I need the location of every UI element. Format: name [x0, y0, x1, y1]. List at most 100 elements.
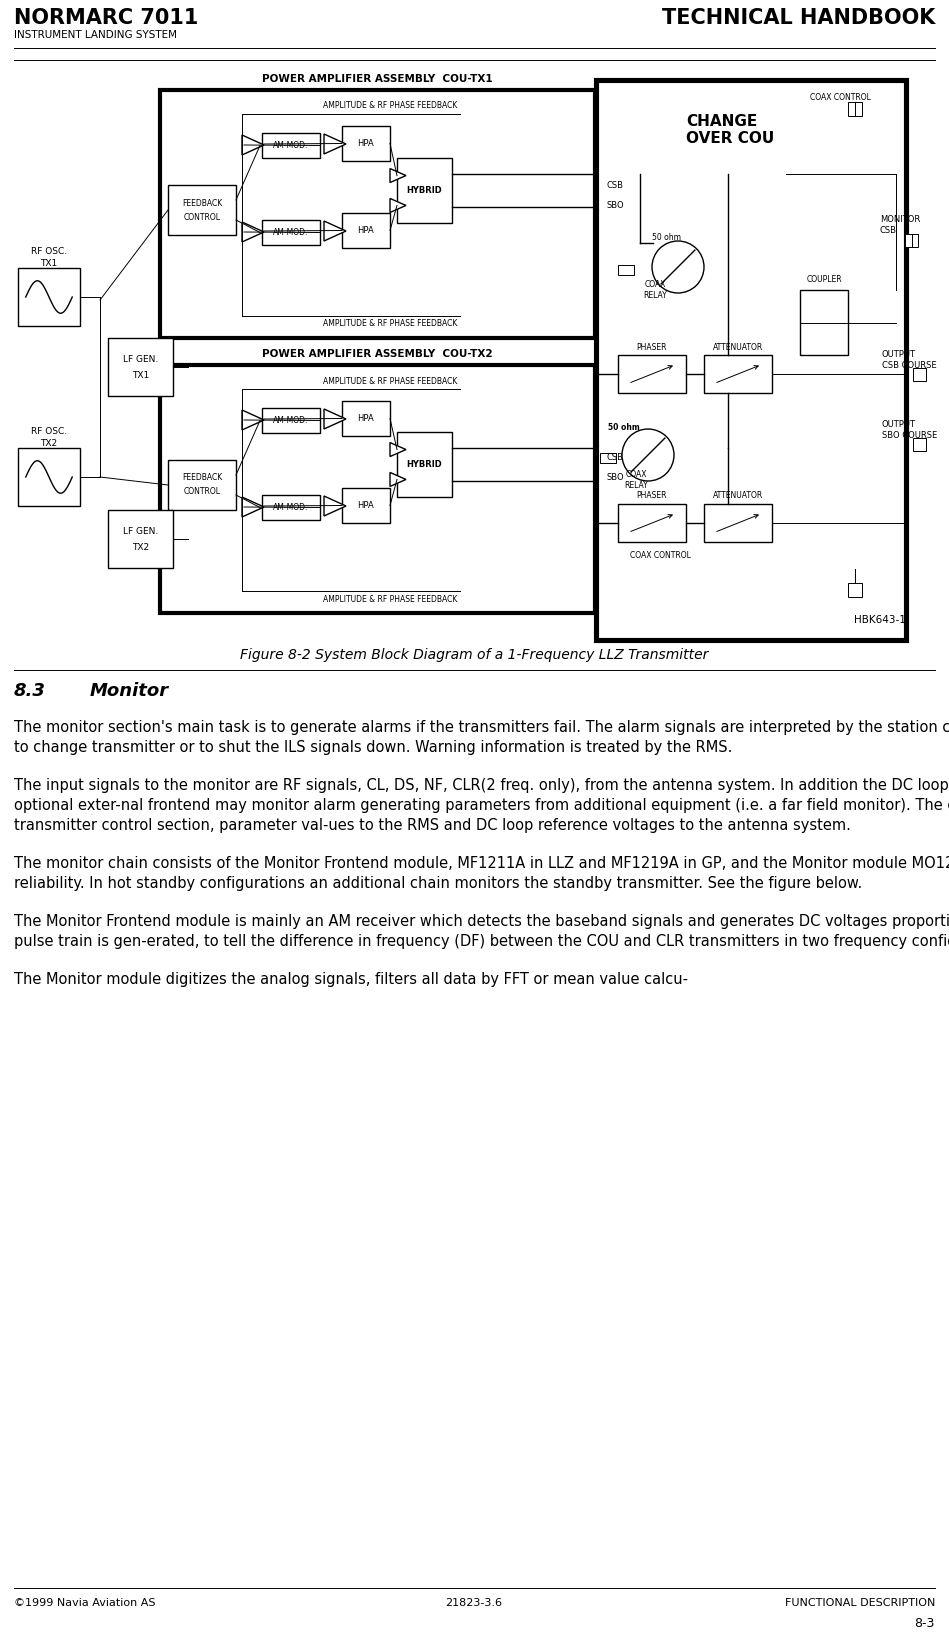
Polygon shape [390, 442, 406, 457]
Text: AM-MOD.: AM-MOD. [273, 503, 308, 512]
Text: INSTRUMENT LANDING SYSTEM: INSTRUMENT LANDING SYSTEM [14, 29, 177, 41]
Bar [262, 494, 320, 521]
Text: The Monitor Frontend module is mainly an AM receiver which detects the baseband : The Monitor Frontend module is mainly an… [14, 914, 949, 929]
Bar [342, 214, 390, 248]
Polygon shape [242, 498, 264, 517]
Text: NORMARC 7011: NORMARC 7011 [14, 8, 198, 28]
Text: ©1999 Navia Aviation AS: ©1999 Navia Aviation AS [14, 1598, 156, 1608]
Text: PHASER: PHASER [637, 343, 667, 351]
Text: AMPLITUDE & RF PHASE FEEDBACK: AMPLITUDE & RF PHASE FEEDBACK [323, 101, 457, 111]
Polygon shape [324, 410, 346, 429]
Text: COUPLER: COUPLER [807, 276, 842, 284]
Text: The input signals to the monitor are RF signals, CL, DS, NF, CLR(2 freq. only), : The input signals to the monitor are RF … [14, 778, 949, 793]
Bar [342, 401, 390, 436]
Polygon shape [324, 496, 346, 516]
Bar [262, 132, 320, 158]
Text: RF OSC.: RF OSC. [31, 428, 67, 436]
Text: TX2: TX2 [132, 542, 149, 552]
Text: TX1: TX1 [132, 370, 149, 380]
Text: reliability. In hot standby configurations an additional chain monitors the stan: reliability. In hot standby configuratio… [14, 876, 863, 891]
Bar [800, 290, 848, 356]
Bar [905, 233, 918, 246]
Text: COAX
RELAY: COAX RELAY [624, 470, 648, 490]
Text: COAX CONTROL: COAX CONTROL [810, 93, 871, 103]
Text: AMPLITUDE & RF PHASE FEEDBACK: AMPLITUDE & RF PHASE FEEDBACK [323, 377, 457, 385]
Bar [618, 264, 634, 276]
Polygon shape [390, 472, 406, 486]
Text: 21823-3.6: 21823-3.6 [445, 1598, 503, 1608]
Text: LF GEN.: LF GEN. [122, 354, 158, 364]
Text: The monitor section's main task is to generate alarms if the transmitters fail. : The monitor section's main task is to ge… [14, 720, 949, 734]
Bar [18, 449, 80, 506]
Text: MONITOR
CSB: MONITOR CSB [880, 215, 921, 235]
Circle shape [652, 242, 704, 294]
Text: AMPLITUDE & RF PHASE FEEDBACK: AMPLITUDE & RF PHASE FEEDBACK [323, 320, 457, 328]
Bar [596, 80, 906, 640]
Text: RF OSC.: RF OSC. [31, 248, 67, 256]
Text: POWER AMPLIFIER ASSEMBLY  COU-TX2: POWER AMPLIFIER ASSEMBLY COU-TX2 [262, 349, 493, 359]
Text: AM-MOD.: AM-MOD. [273, 416, 308, 424]
Polygon shape [242, 135, 264, 155]
Text: HPA: HPA [358, 225, 374, 235]
Bar [397, 432, 452, 498]
Bar [618, 356, 686, 393]
Bar [848, 101, 862, 116]
Text: ATTENUATOR: ATTENUATOR [713, 343, 763, 351]
Text: FEEDBACK: FEEDBACK [182, 473, 222, 483]
Text: LF GEN.: LF GEN. [122, 527, 158, 535]
Bar [262, 220, 320, 245]
Bar [342, 488, 390, 522]
Text: 50 ohm: 50 ohm [652, 233, 681, 243]
Text: Figure 8-2 System Block Diagram of a 1-Frequency LLZ Transmitter: Figure 8-2 System Block Diagram of a 1-F… [240, 648, 708, 663]
Polygon shape [242, 410, 264, 429]
Text: AM-MOD.: AM-MOD. [273, 228, 308, 237]
Text: optional exter-nal frontend may monitor alarm generating parameters from additio: optional exter-nal frontend may monitor … [14, 798, 949, 813]
Text: Monitor: Monitor [90, 682, 169, 700]
Bar [848, 583, 862, 597]
Text: 8-3: 8-3 [915, 1617, 935, 1630]
Bar [600, 454, 616, 463]
Text: CSB: CSB [607, 181, 624, 191]
Text: FEEDBACK: FEEDBACK [182, 199, 222, 207]
Text: TX1: TX1 [41, 258, 58, 268]
Text: CONTROL: CONTROL [183, 212, 220, 222]
Bar [913, 367, 926, 380]
Text: SBO: SBO [607, 473, 624, 481]
Text: OUTPUT
SBO COURSE: OUTPUT SBO COURSE [882, 421, 938, 439]
Polygon shape [324, 134, 346, 153]
Text: AM-MOD.: AM-MOD. [273, 140, 308, 150]
Text: AMPLITUDE & RF PHASE FEEDBACK: AMPLITUDE & RF PHASE FEEDBACK [323, 594, 457, 604]
Text: HBK643-1: HBK643-1 [854, 615, 906, 625]
Bar [108, 338, 173, 397]
Text: HPA: HPA [358, 139, 374, 149]
Bar [108, 509, 173, 568]
Bar [704, 356, 772, 393]
Circle shape [622, 429, 674, 481]
Bar [262, 408, 320, 432]
Text: TECHNICAL HANDBOOK: TECHNICAL HANDBOOK [661, 8, 935, 28]
Polygon shape [390, 199, 406, 212]
Text: ATTENUATOR: ATTENUATOR [713, 491, 763, 501]
Text: HPA: HPA [358, 415, 374, 423]
Polygon shape [242, 222, 264, 242]
Bar [397, 158, 452, 224]
Text: TX2: TX2 [41, 439, 58, 447]
Bar [618, 504, 686, 542]
Text: PHASER: PHASER [637, 491, 667, 501]
Bar [168, 184, 236, 235]
Text: COAX CONTROL: COAX CONTROL [629, 550, 691, 560]
Text: to change transmitter or to shut the ILS signals down. Warning information is tr: to change transmitter or to shut the ILS… [14, 739, 733, 756]
Text: HYBRID: HYBRID [406, 186, 442, 194]
Text: HYBRID: HYBRID [406, 460, 442, 468]
Text: SBO: SBO [607, 201, 624, 211]
Bar [168, 460, 236, 509]
Text: CONTROL: CONTROL [183, 488, 220, 496]
Bar [913, 437, 926, 450]
Text: The monitor chain consists of the Monitor Frontend module, MF1211A in LLZ and MF: The monitor chain consists of the Monito… [14, 857, 949, 871]
Bar [18, 268, 80, 326]
Text: OUTPUT
CSB COURSE: OUTPUT CSB COURSE [882, 351, 937, 370]
Text: COAX
RELAY: COAX RELAY [643, 281, 667, 300]
Text: 50 ohm: 50 ohm [608, 423, 640, 431]
Text: FUNCTIONAL DESCRIPTION: FUNCTIONAL DESCRIPTION [785, 1598, 935, 1608]
Text: POWER AMPLIFIER ASSEMBLY  COU-TX1: POWER AMPLIFIER ASSEMBLY COU-TX1 [262, 73, 493, 83]
